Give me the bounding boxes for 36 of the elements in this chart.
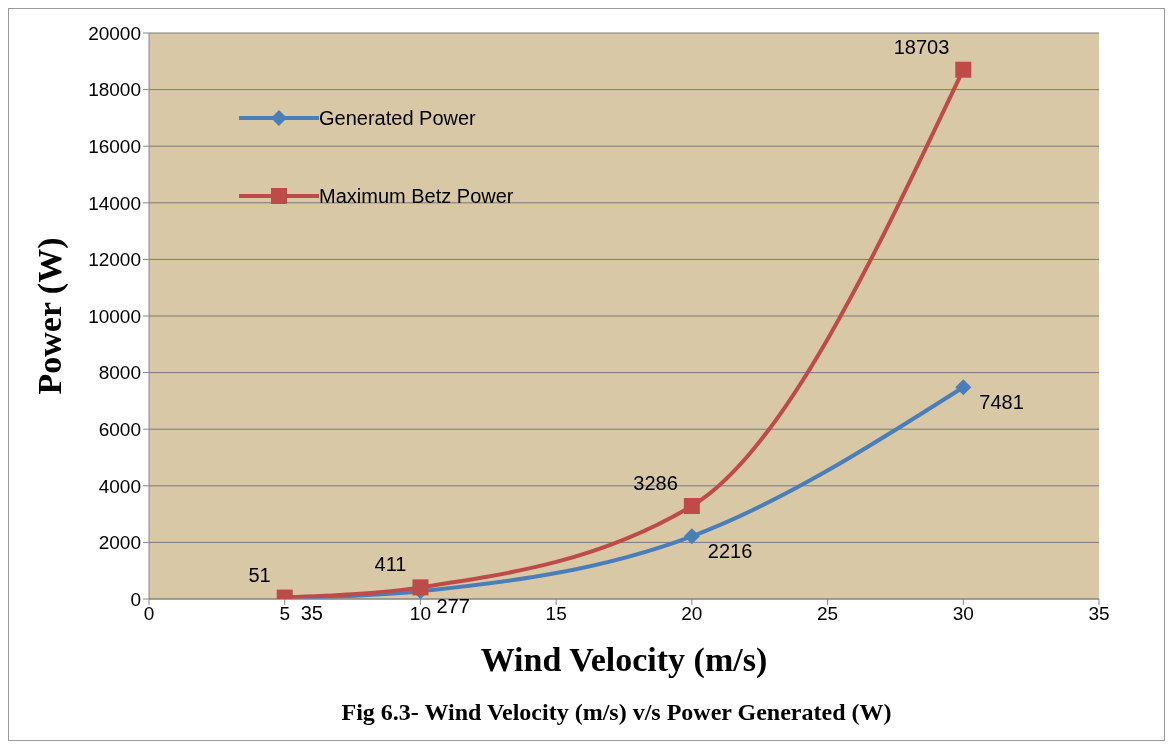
caption: Fig 6.3- Wind Velocity (m/s) v/s Power Generated (W) xyxy=(340,699,893,726)
x-tick-label: 35 xyxy=(1088,603,1110,625)
y-tick-label: 4000 xyxy=(98,475,141,497)
x-axis-title: Wind Velocity (m/s) xyxy=(480,641,768,679)
y-tick-label: 18000 xyxy=(88,79,141,101)
x-tick-label: 25 xyxy=(817,603,839,625)
x-tick-label: 5 xyxy=(279,603,290,625)
point xyxy=(683,528,700,545)
y-tick-label: 2000 xyxy=(98,532,141,554)
point xyxy=(955,379,972,396)
legend-label: Generated Power xyxy=(319,106,476,130)
y-axis-title: Power (W) xyxy=(31,237,70,395)
data-label: 411 xyxy=(374,553,407,576)
y-tick-label: 12000 xyxy=(88,249,141,271)
data-label: 51 xyxy=(248,563,271,586)
y-tick-label: 6000 xyxy=(98,418,141,440)
data-label: 2216 xyxy=(707,540,753,563)
x-tick-label: 20 xyxy=(681,603,703,625)
y-tick-label: 16000 xyxy=(88,135,141,157)
point xyxy=(955,61,972,78)
y-tick-label: 14000 xyxy=(88,192,141,214)
point xyxy=(683,498,700,515)
data-label: 3286 xyxy=(633,472,678,495)
y-tick-label: 8000 xyxy=(98,362,141,384)
y-tick-label: 20000 xyxy=(88,22,141,44)
data-label: 18703 xyxy=(893,35,950,58)
legend-label: Maximum Betz Power xyxy=(319,184,514,208)
x-tick-label: 30 xyxy=(952,603,974,625)
y-tick-label: 10000 xyxy=(88,305,141,327)
data-label: 7481 xyxy=(979,391,1024,414)
x-tick-label: 10 xyxy=(409,603,431,625)
y-tick-label: 0 xyxy=(130,588,141,610)
x-tick-label: 0 xyxy=(143,603,155,625)
x-tick-label: 15 xyxy=(545,603,567,625)
data-label: 277 xyxy=(436,595,470,618)
point xyxy=(412,579,429,596)
